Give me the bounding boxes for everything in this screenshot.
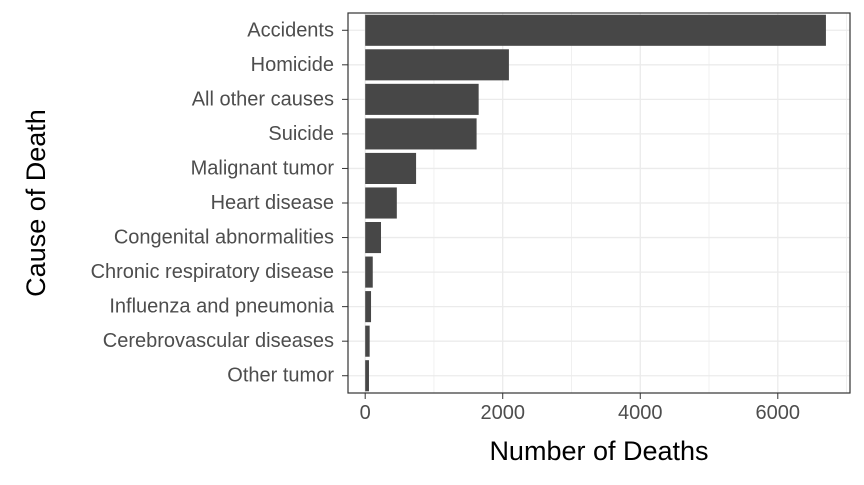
bar (365, 14, 826, 46)
x-tick-label: 2000 (480, 402, 525, 424)
bar (365, 325, 370, 357)
bar (365, 152, 417, 184)
bar (365, 49, 509, 81)
y-tick-label: Cerebrovascular diseases (103, 330, 334, 352)
y-tick-label: Accidents (247, 19, 334, 41)
y-tick-label: Homicide (251, 54, 334, 76)
bar (365, 118, 477, 150)
bar (365, 187, 397, 219)
bar (365, 256, 373, 288)
bar (365, 360, 369, 392)
y-tick-label: Other tumor (227, 365, 334, 387)
y-tick-label: Chronic respiratory disease (91, 261, 334, 283)
x-axis-title: Number of Deaths (489, 436, 708, 466)
bar (365, 291, 372, 323)
bar (365, 222, 382, 254)
x-tick-label: 6000 (756, 402, 801, 424)
y-tick-label: Suicide (268, 123, 334, 145)
y-tick-label: Influenza and pneumonia (109, 296, 334, 318)
y-tick-label: Heart disease (211, 192, 334, 214)
x-axis-ticks: 0 2000 4000 6000 (360, 393, 800, 424)
bar (365, 83, 479, 115)
x-tick-label: 4000 (618, 402, 663, 424)
x-tick-label: 0 (360, 402, 371, 424)
bars (365, 14, 826, 392)
y-tick-label: Malignant tumor (191, 157, 335, 179)
y-axis-title: Cause of Death (21, 109, 51, 297)
y-tick-label: Congenital abnormalities (114, 227, 334, 249)
y-tick-label: All other causes (192, 88, 334, 110)
y-axis-ticks: Accidents Homicide All other causes Suicide… (91, 19, 348, 387)
